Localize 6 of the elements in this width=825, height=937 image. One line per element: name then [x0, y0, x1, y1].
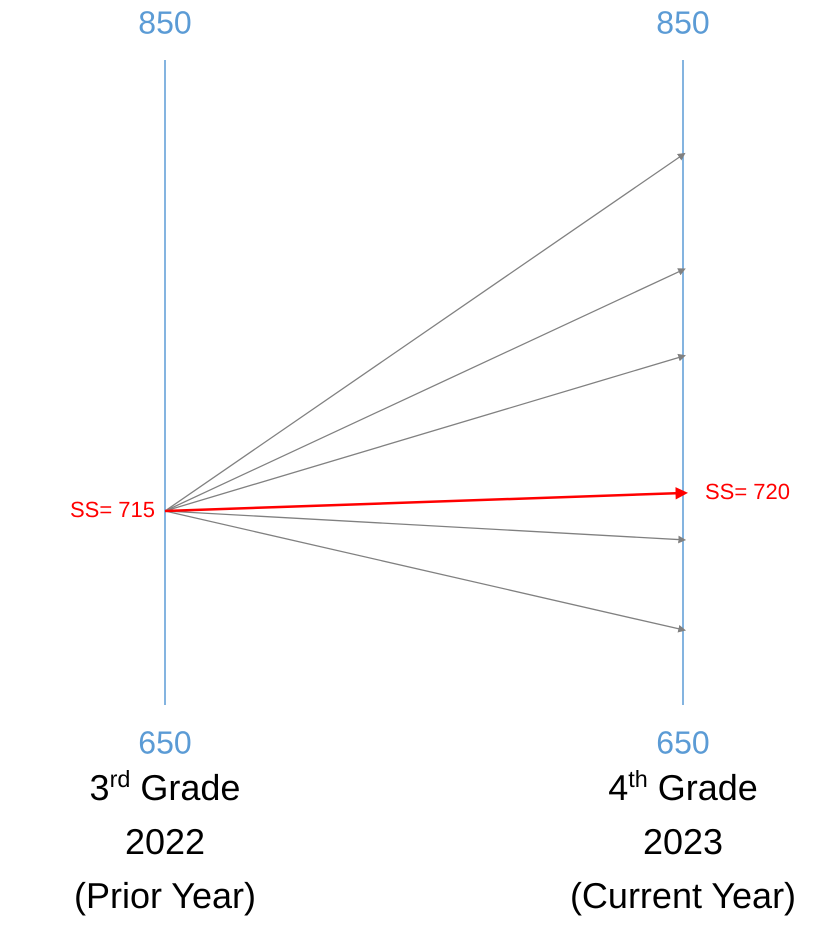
data-label: SS= 715 [70, 496, 155, 522]
y2-tick-label: 850 [656, 4, 710, 40]
x-tick-label: 4$^{th}$ Grade 2023 (Current Year) [570, 766, 796, 916]
data-label: SS= 720 [705, 478, 790, 504]
x-tick-label: 3$^{rd}$ Grade 2022 (Prior Year) [74, 766, 256, 916]
y2-tick-label: 650 [656, 724, 710, 760]
